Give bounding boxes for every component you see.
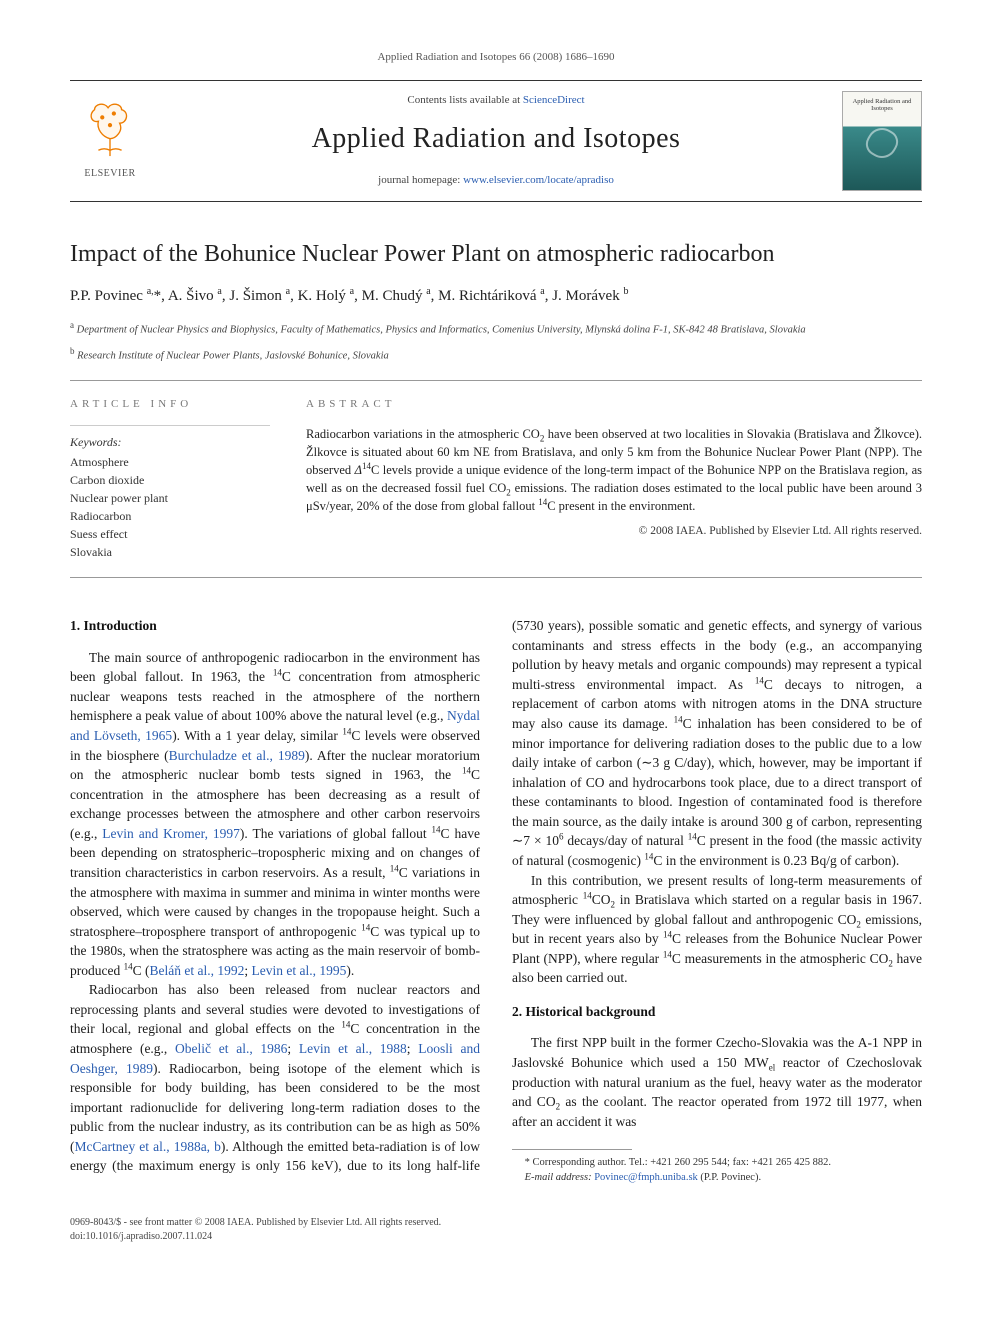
corresponding-author-footnote: * Corresponding author. Tel.: +421 260 2… [512, 1149, 922, 1185]
author-list: P.P. Povinec a,*, A. Šivo a, J. Šimon a,… [70, 285, 922, 308]
keyword: Atmosphere [70, 453, 270, 471]
paragraph: In this contribution, we present results… [512, 871, 922, 988]
footnote-email-suffix: (P.P. Povinec). [700, 1172, 761, 1183]
keywords-list: Atmosphere Carbon dioxide Nuclear power … [70, 453, 270, 561]
keyword: Radiocarbon [70, 507, 270, 525]
paragraph: The first NPP built in the former Czecho… [512, 1033, 922, 1131]
homepage-prefix: journal homepage: [378, 174, 463, 186]
info-abstract-row: ARTICLE INFO Keywords: Atmosphere Carbon… [70, 397, 922, 561]
section-2-heading: 2. Historical background [512, 1002, 922, 1022]
masthead-center: Contents lists available at ScienceDirec… [170, 93, 822, 189]
cover-title: Applied Radiation and Isotopes [847, 96, 917, 114]
abstract-text: Radiocarbon variations in the atmospheri… [306, 425, 922, 516]
keyword: Slovakia [70, 543, 270, 561]
contents-prefix: Contents lists available at [407, 94, 522, 106]
abstract-col: ABSTRACT Radiocarbon variations in the a… [306, 397, 922, 561]
publisher-block: ELSEVIER [70, 100, 150, 182]
running-citation: Applied Radiation and Isotopes 66 (2008)… [70, 50, 922, 66]
elsevier-tree-icon [81, 100, 139, 164]
homepage-link[interactable]: www.elsevier.com/locate/apradiso [463, 174, 614, 186]
abstract-heading: ABSTRACT [306, 397, 922, 413]
divider [70, 380, 922, 381]
page-footer: 0969-8043/$ - see front matter © 2008 IA… [70, 1216, 922, 1244]
footer-doi: doi:10.1016/j.apradiso.2007.11.024 [70, 1230, 922, 1244]
article-info-col: ARTICLE INFO Keywords: Atmosphere Carbon… [70, 397, 270, 561]
divider [70, 577, 922, 578]
section-2-body: The first NPP built in the former Czecho… [512, 1033, 922, 1131]
cover-graphic-icon [862, 123, 903, 164]
footer-front-matter: 0969-8043/$ - see front matter © 2008 IA… [70, 1216, 922, 1230]
affiliation-b: b Research Institute of Nuclear Power Pl… [70, 345, 922, 364]
footnote-email-label: E-mail address: [525, 1172, 595, 1183]
corresponding-email-link[interactable]: Povinec@fmph.uniba.sk [594, 1172, 698, 1183]
body-two-columns: 1. Introduction The main source of anthr… [70, 616, 922, 1185]
article-title: Impact of the Bohunice Nuclear Power Pla… [70, 240, 922, 269]
keyword: Carbon dioxide [70, 471, 270, 489]
abstract-copyright: © 2008 IAEA. Published by Elsevier Ltd. … [306, 523, 922, 540]
journal-masthead: ELSEVIER Contents lists available at Sci… [70, 80, 922, 202]
keyword: Nuclear power plant [70, 489, 270, 507]
journal-homepage-line: journal homepage: www.elsevier.com/locat… [170, 173, 822, 189]
paragraph: The main source of anthropogenic radioca… [70, 648, 480, 981]
affiliation-a: a Department of Nuclear Physics and Biop… [70, 319, 922, 338]
journal-title: Applied Radiation and Isotopes [170, 119, 822, 160]
keywords-label: Keywords: [70, 425, 270, 451]
sciencedirect-link[interactable]: ScienceDirect [523, 94, 585, 106]
footnote-rule [512, 1149, 632, 1150]
footnote-line-2: E-mail address: Povinec@fmph.uniba.sk (P… [512, 1171, 922, 1186]
publisher-label: ELSEVIER [84, 167, 135, 182]
journal-cover-thumbnail: Applied Radiation and Isotopes [842, 91, 922, 191]
section-1-heading: 1. Introduction [70, 616, 480, 636]
contents-available-line: Contents lists available at ScienceDirec… [170, 93, 822, 109]
keyword: Suess effect [70, 525, 270, 543]
footnote-line-1: * Corresponding author. Tel.: +421 260 2… [512, 1156, 922, 1171]
article-info-heading: ARTICLE INFO [70, 397, 270, 413]
